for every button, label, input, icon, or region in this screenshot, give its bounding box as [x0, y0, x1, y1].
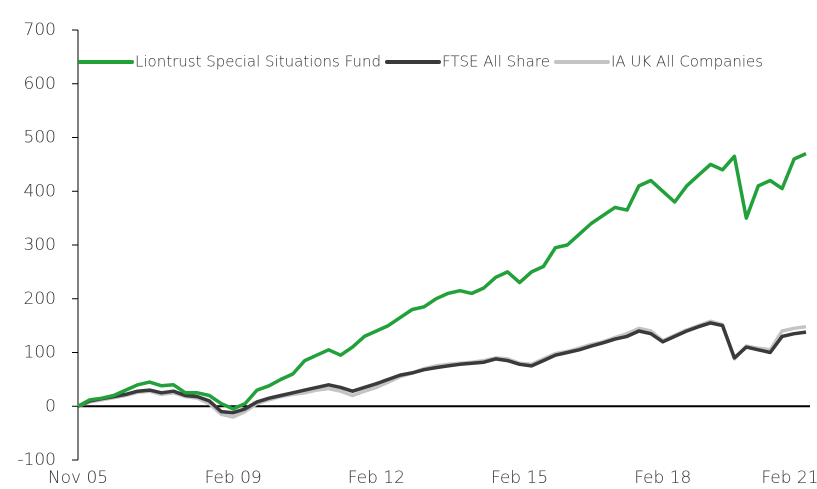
x-tick-label: Nov 05 [48, 468, 108, 488]
x-tick-label: Feb 12 [348, 468, 405, 488]
y-tick-label: 100 [24, 343, 56, 363]
x-tick-label: Feb 18 [634, 468, 691, 488]
y-tick-label: 0 [45, 396, 56, 416]
x-tick-label: Feb 09 [205, 468, 262, 488]
legend-label: IA UK All Companies [611, 53, 763, 71]
y-tick-label: 300 [24, 235, 56, 255]
y-tick-label: -100 [17, 450, 56, 470]
legend-label: FTSE All Share [442, 53, 550, 71]
legend-label: Liontrust Special Situations Fund [135, 53, 381, 71]
series-line [77, 319, 807, 419]
series-line [77, 321, 807, 415]
y-tick-label: 500 [24, 128, 56, 148]
y-tick-label: 700 [24, 20, 56, 40]
y-tick-label: 200 [24, 289, 56, 309]
y-tick-label: 600 [24, 74, 56, 94]
x-tick-label: Feb 15 [491, 468, 548, 488]
y-tick-label: 400 [24, 181, 56, 201]
series-line [77, 152, 807, 411]
x-tick-label: Feb 21 [761, 468, 817, 488]
